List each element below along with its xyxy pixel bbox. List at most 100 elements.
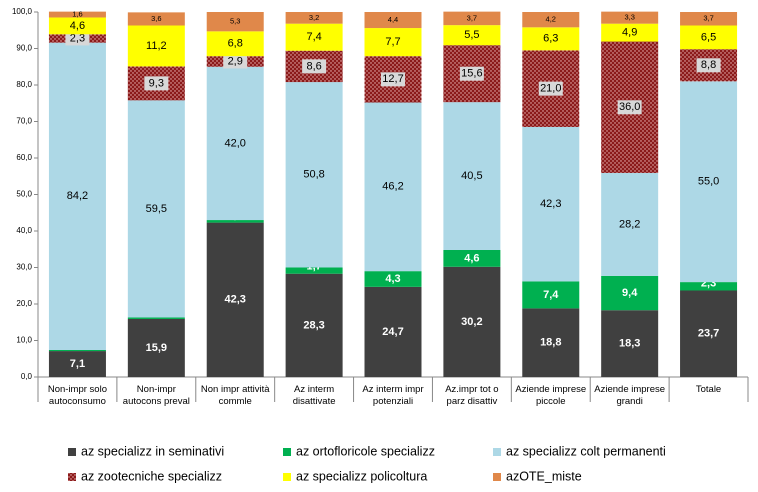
data-label: 6,5 — [701, 31, 716, 43]
data-label: 8,8 — [701, 59, 716, 71]
bar-segment — [522, 27, 580, 51]
data-label: 6,3 — [543, 33, 558, 45]
bar-segment — [601, 310, 659, 377]
data-label: 50,8 — [303, 169, 324, 181]
x-tick-label: Az interm disattivate — [292, 384, 336, 407]
bar-segment — [285, 23, 343, 51]
label-box — [65, 31, 90, 46]
data-label: 40,5 — [461, 170, 482, 182]
bar-segment — [285, 12, 343, 24]
legend-swatch — [493, 448, 501, 456]
data-label: 15,9 — [146, 342, 167, 354]
legend-label: az specializz colt permanenti — [506, 444, 666, 458]
data-label: 21,0 — [540, 83, 561, 95]
data-label: 18,3 — [619, 338, 640, 350]
legend-label: az ortofloricole specializz — [296, 444, 435, 458]
y-tick-label: 40,0 — [16, 226, 32, 235]
data-label: 3,7 — [467, 13, 477, 22]
bar-segment — [285, 82, 343, 268]
bar-segment — [48, 11, 106, 18]
bar-segment — [364, 102, 422, 272]
bar-segment — [127, 100, 185, 318]
bar-segment — [48, 17, 106, 35]
x-tick-label: Aziende imprese piccole — [515, 384, 587, 407]
data-label: 6,8 — [228, 38, 243, 50]
bar-segment — [127, 12, 185, 26]
bar-segment — [206, 12, 264, 32]
label-box — [696, 58, 721, 73]
data-label: 7,1 — [70, 358, 85, 370]
data-label: 46,2 — [382, 181, 403, 193]
data-label: 84,2 — [67, 190, 88, 202]
bar-segment — [127, 317, 185, 319]
data-label: 15,6 — [461, 68, 482, 80]
data-label: 7,7 — [385, 36, 400, 48]
data-label: 3,7 — [703, 14, 713, 23]
bar-segment — [443, 11, 501, 26]
label-box — [223, 54, 248, 69]
bar-segment — [206, 220, 264, 223]
x-tick-label: Totale — [695, 384, 722, 395]
label-box — [617, 100, 642, 115]
legend-swatch — [68, 473, 76, 481]
bar-segment — [680, 81, 738, 283]
data-label: 11,2 — [146, 40, 167, 52]
bar-segment — [680, 290, 738, 377]
data-label: 3,6 — [151, 14, 161, 23]
bar-segment — [364, 12, 422, 29]
bar-segment — [601, 275, 659, 311]
bar-segment — [443, 249, 501, 267]
y-tick-label: 0,0 — [21, 372, 33, 381]
y-tick-label: 30,0 — [16, 263, 32, 272]
data-label: 7,4 — [543, 289, 559, 301]
data-label: 4,2 — [546, 15, 556, 24]
x-tick-label: Az interm impr potenziali — [362, 384, 424, 407]
bar-segment — [364, 286, 422, 377]
data-label: 42,0 — [225, 137, 246, 149]
bar-segment — [443, 266, 501, 377]
data-label: 7,4 — [306, 31, 321, 43]
data-label: 9,3 — [149, 77, 164, 89]
data-label: 23,7 — [698, 328, 719, 340]
bar-segment — [522, 281, 580, 309]
bar-segment — [364, 271, 422, 287]
data-label: 4,4 — [388, 15, 398, 24]
data-label: 3,3 — [624, 13, 634, 22]
bar-segment — [48, 42, 106, 350]
x-tick-label: Az.impr tot o parz disattiv — [445, 384, 499, 407]
data-label: 4,9 — [622, 27, 637, 39]
bar-segment — [522, 308, 580, 377]
data-label: 4,6 — [70, 20, 85, 32]
data-label: 5,5 — [464, 29, 479, 41]
y-tick-label: 100,0 — [12, 7, 33, 16]
data-label: 36,0 — [619, 101, 640, 113]
label-box — [381, 72, 405, 87]
label-box — [459, 66, 484, 81]
y-tick-label: 80,0 — [16, 80, 32, 89]
label-box — [302, 59, 327, 74]
data-label: 1,6 — [72, 10, 82, 19]
x-tick-label: Non impr attività commle — [200, 384, 270, 407]
bar-segment — [206, 31, 264, 57]
bar-segment — [601, 23, 659, 42]
legend-swatch — [283, 473, 291, 481]
bar-segment — [285, 267, 343, 274]
data-label: 3,2 — [309, 13, 319, 22]
bar-segment — [601, 172, 659, 276]
legend-label: az specializz policoltura — [296, 469, 427, 483]
label-box — [144, 76, 169, 91]
legend-label: az zootecniche specializz — [81, 469, 222, 483]
bar-segment — [206, 222, 264, 377]
bar-segment — [48, 351, 106, 377]
data-label: 2,9 — [228, 55, 243, 67]
data-label: 24,7 — [382, 326, 403, 338]
data-label: 9,4 — [622, 287, 638, 299]
y-tick-label: 20,0 — [16, 299, 32, 308]
data-label: 4,6 — [464, 252, 479, 264]
data-label: 28,3 — [303, 319, 324, 331]
bar-segment — [680, 25, 738, 50]
legend-swatch — [493, 473, 501, 481]
bar-segment — [206, 66, 264, 221]
